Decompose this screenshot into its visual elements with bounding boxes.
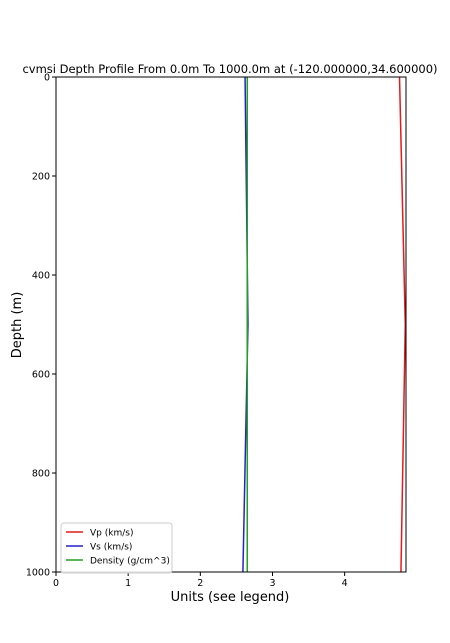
- y-tick-label: 200: [32, 172, 50, 183]
- series-layer: [242, 76, 407, 573]
- y-tick-label: 600: [32, 370, 50, 381]
- plot-frame: [55, 76, 407, 573]
- x-tick-label: 3: [269, 578, 275, 589]
- x-tick-label: 1: [125, 578, 131, 589]
- legend-label-0: Vp (km/s): [90, 528, 133, 538]
- x-axis-ticks: 0 1 2 3 4: [53, 572, 348, 589]
- legend-label-1: Vs (km/s): [90, 542, 132, 552]
- x-axis-label: Units (see legend): [171, 590, 290, 605]
- chart-title: cvmsi Depth Profile From 0.0m To 1000.0m…: [22, 62, 437, 76]
- y-axis-ticks: 0 200 400 600 800 1000: [26, 73, 56, 579]
- x-tick-label: 2: [197, 578, 203, 589]
- y-tick-label: 1000: [26, 568, 50, 579]
- y-axis-label: Depth (m): [10, 292, 25, 359]
- legend: Vp (km/s) Vs (km/s) Density (g/cm^3): [60, 522, 173, 574]
- y-tick-label: 0: [44, 73, 50, 84]
- legend-box: [60, 522, 173, 574]
- series-line-0: [398, 76, 407, 573]
- y-tick-label: 400: [32, 271, 50, 282]
- y-tick-label: 800: [32, 469, 50, 480]
- legend-label-2: Density (g/cm^3): [90, 556, 170, 566]
- x-tick-label: 0: [53, 578, 59, 589]
- x-tick-label: 4: [342, 578, 348, 589]
